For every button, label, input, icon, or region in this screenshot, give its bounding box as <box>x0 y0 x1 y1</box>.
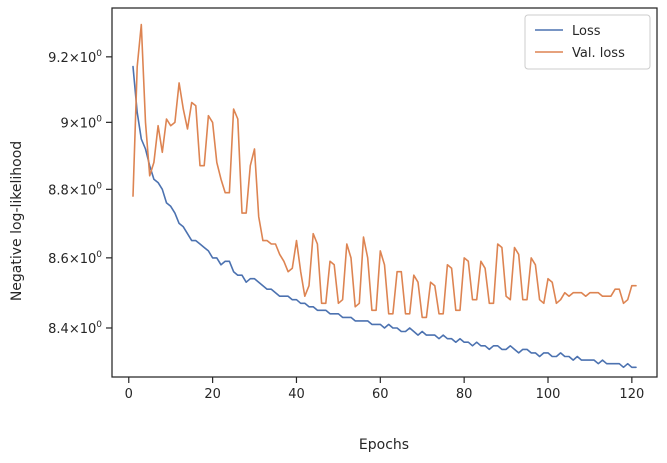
x-tick-label: 100 <box>536 387 561 402</box>
legend-entry-label: Loss <box>572 24 601 39</box>
x-tick-label: 120 <box>619 387 644 402</box>
legend-box <box>524 14 651 70</box>
x-tick-label: 80 <box>456 387 473 402</box>
y-tick-label: 8.4×100 <box>48 320 102 337</box>
legend-entry-label: Val. loss <box>572 46 625 61</box>
legend: Loss Val. loss <box>524 14 651 70</box>
y-tick-label: 8.8×100 <box>48 181 102 198</box>
x-axis: 0 20 40 60 80 100 120 <box>125 377 644 402</box>
y-tick-label: 8.6×100 <box>48 250 102 267</box>
y-tick-label: 9×100 <box>61 114 103 131</box>
x-tick-label: 40 <box>288 387 305 402</box>
x-axis-label: Epochs <box>359 437 409 453</box>
x-tick-label: 60 <box>372 387 389 402</box>
y-axis-label: Negative log-likelihood <box>9 141 25 301</box>
axes-frame <box>111 7 658 378</box>
x-tick-label: 0 <box>125 387 133 402</box>
y-tick-label: 9.2×100 <box>48 49 102 66</box>
x-tick-label: 20 <box>204 387 221 402</box>
series-layer <box>132 23 637 369</box>
series-line-val-loss <box>132 23 637 319</box>
series-line-loss <box>132 65 637 369</box>
y-axis: 8.4×100 8.6×100 8.8×100 9×100 9.2×100 <box>48 49 112 337</box>
